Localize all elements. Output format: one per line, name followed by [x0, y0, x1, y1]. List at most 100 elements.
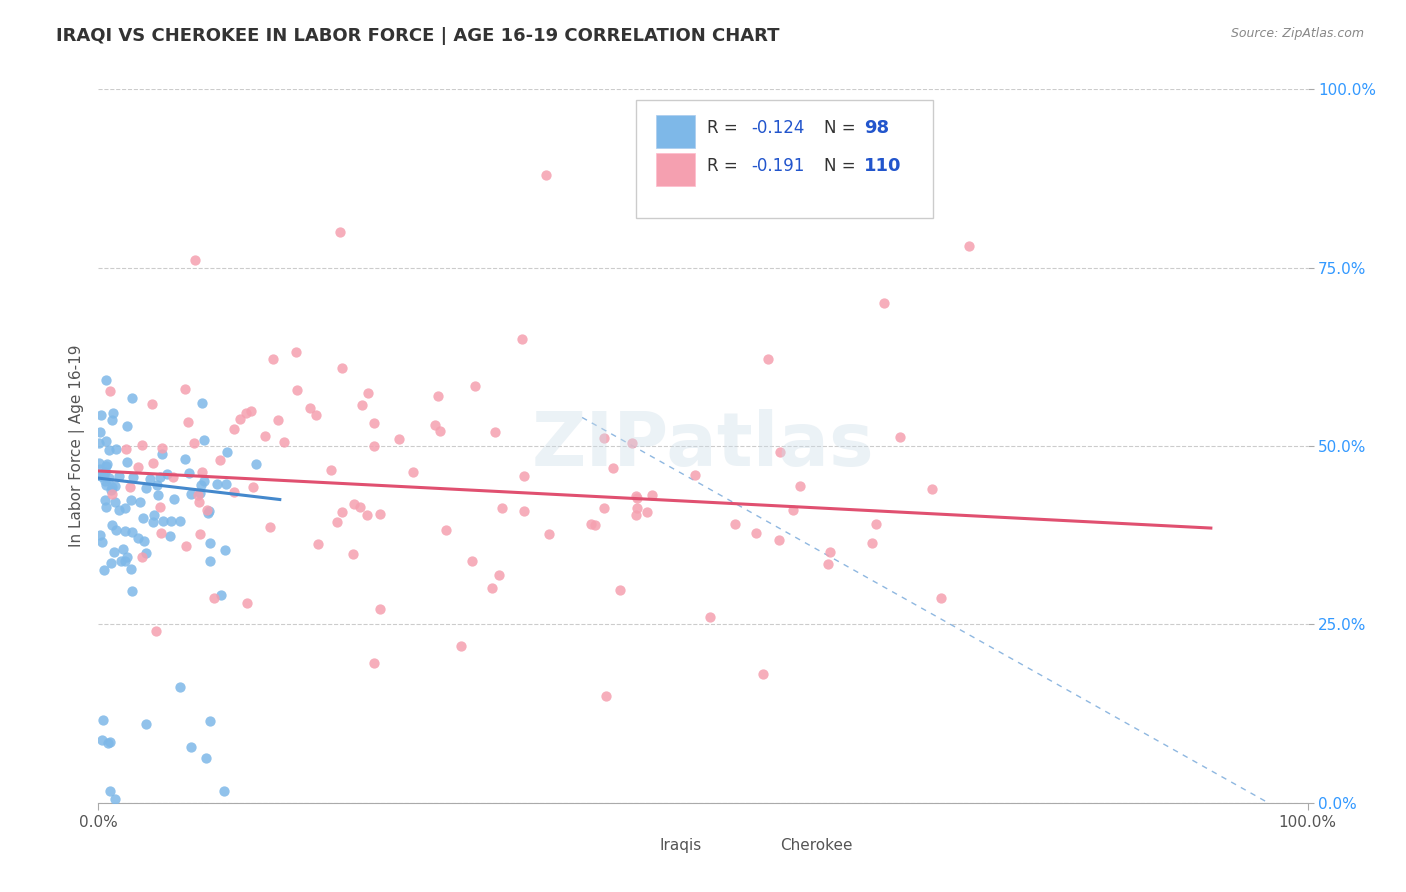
Point [593, 500, 616, 515]
Point [350, 398, 373, 412]
Point [89, 528, 111, 542]
Point [200, 553, 222, 567]
Point [200, 714, 222, 728]
Point [461, 554, 484, 568]
FancyBboxPatch shape [655, 153, 695, 186]
Point [98, 784, 121, 798]
Point [94, 373, 117, 387]
Point [609, 582, 631, 597]
Point [104, 792, 127, 806]
Point [363, 439, 385, 453]
Point [769, 445, 792, 459]
Point [121, 525, 143, 540]
Point [93, 563, 115, 577]
Point [190, 466, 212, 480]
Point [683, 467, 706, 482]
Point [330, 505, 353, 519]
Point [624, 508, 647, 522]
Point [592, 431, 614, 445]
Point [513, 469, 536, 483]
Point [188, 527, 211, 541]
Point [145, 624, 167, 638]
Point [873, 296, 896, 310]
Point [180, 740, 202, 755]
Point [242, 480, 264, 494]
Point [184, 253, 207, 268]
Point [169, 514, 191, 528]
Point [162, 470, 184, 484]
Point [174, 539, 197, 553]
Point [146, 477, 169, 491]
Point [285, 384, 308, 398]
Point [131, 438, 153, 452]
Point [752, 667, 775, 681]
Point [427, 389, 450, 403]
Point [131, 549, 153, 564]
Point [160, 514, 183, 528]
Point [94, 474, 117, 488]
Point [481, 582, 503, 596]
Point [624, 489, 647, 503]
Point [96, 500, 118, 514]
Point [202, 591, 225, 605]
Point [188, 494, 211, 508]
Point [169, 681, 191, 695]
Point [865, 517, 887, 532]
Text: ZIPatlas: ZIPatlas [531, 409, 875, 483]
Point [180, 486, 202, 500]
Point [132, 511, 155, 525]
Point [100, 518, 122, 533]
Point [148, 488, 170, 502]
Point [212, 784, 235, 798]
Point [108, 468, 131, 483]
Point [173, 382, 195, 396]
Point [101, 413, 124, 427]
Point [120, 481, 142, 495]
Point [156, 467, 179, 482]
Point [307, 537, 329, 551]
Point [745, 525, 768, 540]
Point [583, 518, 606, 533]
Point [115, 455, 138, 469]
Point [235, 406, 257, 420]
FancyBboxPatch shape [742, 832, 776, 858]
Point [108, 503, 131, 517]
Point [141, 456, 163, 470]
Point [114, 500, 136, 515]
Point [200, 536, 222, 550]
Point [209, 452, 232, 467]
Point [326, 515, 349, 529]
Text: -0.124: -0.124 [751, 120, 804, 137]
Text: Cherokee: Cherokee [780, 838, 853, 853]
Point [254, 429, 277, 443]
Text: Source: ZipAtlas.com: Source: ZipAtlas.com [1230, 27, 1364, 40]
Point [183, 436, 205, 450]
Point [114, 554, 136, 568]
Point [98, 471, 121, 485]
Point [117, 550, 139, 565]
Text: N =: N = [824, 157, 860, 175]
Point [114, 524, 136, 539]
Point [209, 589, 232, 603]
Point [534, 168, 557, 182]
Point [149, 470, 172, 484]
Point [132, 534, 155, 549]
Point [135, 482, 157, 496]
Point [724, 516, 747, 531]
Point [205, 477, 228, 491]
FancyBboxPatch shape [637, 100, 932, 218]
Point [150, 442, 173, 456]
Point [90, 469, 112, 483]
Point [96, 457, 118, 471]
Point [484, 425, 506, 439]
Point [434, 524, 457, 538]
Point [121, 562, 143, 576]
Point [579, 516, 602, 531]
Point [402, 465, 425, 479]
Point [860, 536, 883, 550]
Point [641, 488, 664, 502]
Point [224, 484, 246, 499]
Point [110, 554, 132, 568]
Point [177, 415, 200, 429]
Point [127, 460, 149, 475]
